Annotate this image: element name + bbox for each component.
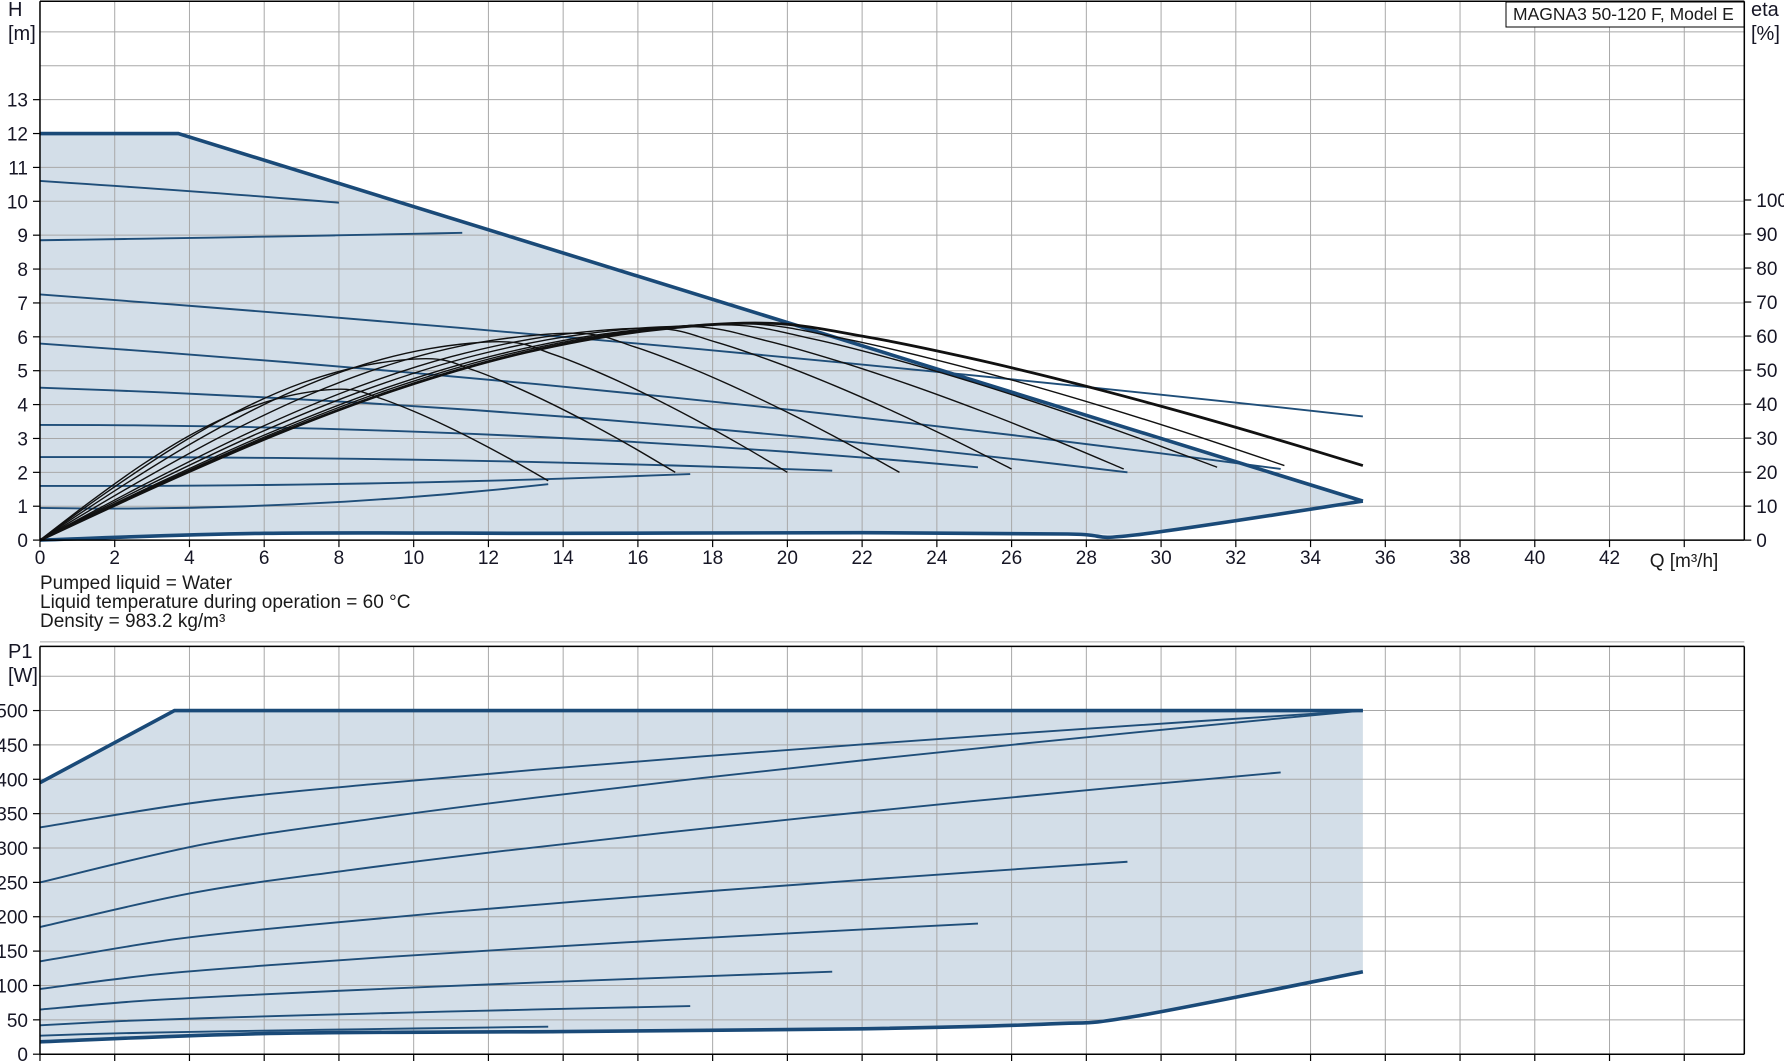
svg-text:8: 8 bbox=[334, 548, 345, 569]
svg-text:18: 18 bbox=[702, 548, 723, 569]
svg-text:12: 12 bbox=[7, 125, 28, 146]
svg-text:5: 5 bbox=[17, 362, 28, 383]
svg-text:150: 150 bbox=[0, 942, 28, 963]
svg-text:24: 24 bbox=[926, 548, 948, 569]
svg-text:26: 26 bbox=[1001, 548, 1022, 569]
svg-text:2: 2 bbox=[17, 463, 28, 484]
svg-text:Density = 983.2 kg/m³: Density = 983.2 kg/m³ bbox=[40, 611, 225, 632]
svg-text:Q [m³/h]: Q [m³/h] bbox=[1650, 551, 1719, 572]
svg-text:4: 4 bbox=[184, 548, 195, 569]
svg-text:2: 2 bbox=[109, 548, 120, 569]
svg-text:80: 80 bbox=[1756, 259, 1777, 280]
svg-text:400: 400 bbox=[0, 770, 28, 791]
svg-text:Liquid temperature during oper: Liquid temperature during operation = 60… bbox=[40, 592, 410, 613]
svg-text:32: 32 bbox=[1225, 548, 1246, 569]
svg-text:42: 42 bbox=[1599, 548, 1620, 569]
svg-text:12: 12 bbox=[478, 548, 499, 569]
svg-text:100: 100 bbox=[1756, 191, 1784, 212]
svg-text:10: 10 bbox=[1756, 497, 1777, 518]
svg-text:30: 30 bbox=[1756, 429, 1777, 450]
svg-text:0: 0 bbox=[17, 1045, 28, 1061]
svg-text:40: 40 bbox=[1524, 548, 1545, 569]
svg-text:[W]: [W] bbox=[8, 665, 38, 687]
svg-text:8: 8 bbox=[17, 260, 28, 281]
svg-text:50: 50 bbox=[7, 1011, 28, 1032]
svg-text:36: 36 bbox=[1375, 548, 1396, 569]
svg-text:10: 10 bbox=[7, 192, 28, 213]
svg-text:MAGNA3 50-120 F, Model E: MAGNA3 50-120 F, Model E bbox=[1513, 4, 1734, 24]
svg-text:300: 300 bbox=[0, 839, 28, 860]
svg-text:22: 22 bbox=[852, 548, 873, 569]
svg-text:250: 250 bbox=[0, 873, 28, 894]
svg-text:1: 1 bbox=[17, 497, 28, 518]
svg-text:38: 38 bbox=[1449, 548, 1470, 569]
svg-text:P1: P1 bbox=[8, 641, 32, 663]
svg-text:6: 6 bbox=[17, 328, 28, 349]
svg-text:14: 14 bbox=[553, 548, 575, 569]
svg-text:40: 40 bbox=[1756, 395, 1777, 416]
svg-text:28: 28 bbox=[1076, 548, 1097, 569]
svg-text:200: 200 bbox=[0, 908, 28, 929]
svg-text:9: 9 bbox=[17, 226, 28, 247]
svg-text:34: 34 bbox=[1300, 548, 1322, 569]
svg-text:H: H bbox=[8, 0, 22, 21]
svg-text:[%]: [%] bbox=[1751, 23, 1780, 45]
svg-text:450: 450 bbox=[0, 736, 28, 757]
svg-text:4: 4 bbox=[17, 396, 28, 417]
svg-text:16: 16 bbox=[627, 548, 648, 569]
svg-text:20: 20 bbox=[777, 548, 798, 569]
svg-text:70: 70 bbox=[1756, 293, 1777, 314]
svg-text:Pumped liquid = Water: Pumped liquid = Water bbox=[40, 573, 233, 594]
svg-text:3: 3 bbox=[17, 429, 28, 450]
svg-text:10: 10 bbox=[403, 548, 424, 569]
svg-text:eta: eta bbox=[1751, 0, 1780, 21]
svg-text:[m]: [m] bbox=[8, 23, 36, 45]
svg-text:50: 50 bbox=[1756, 361, 1777, 382]
svg-text:90: 90 bbox=[1756, 225, 1777, 246]
svg-text:6: 6 bbox=[259, 548, 270, 569]
svg-text:7: 7 bbox=[17, 294, 28, 315]
svg-text:20: 20 bbox=[1756, 463, 1777, 484]
svg-text:0: 0 bbox=[35, 548, 46, 569]
svg-text:0: 0 bbox=[1756, 531, 1767, 552]
svg-text:500: 500 bbox=[0, 702, 28, 723]
svg-text:30: 30 bbox=[1151, 548, 1172, 569]
svg-text:0: 0 bbox=[17, 531, 28, 552]
svg-text:350: 350 bbox=[0, 805, 28, 826]
svg-text:100: 100 bbox=[0, 976, 28, 997]
svg-text:11: 11 bbox=[8, 158, 28, 179]
svg-text:13: 13 bbox=[7, 91, 28, 112]
svg-text:60: 60 bbox=[1756, 327, 1777, 348]
